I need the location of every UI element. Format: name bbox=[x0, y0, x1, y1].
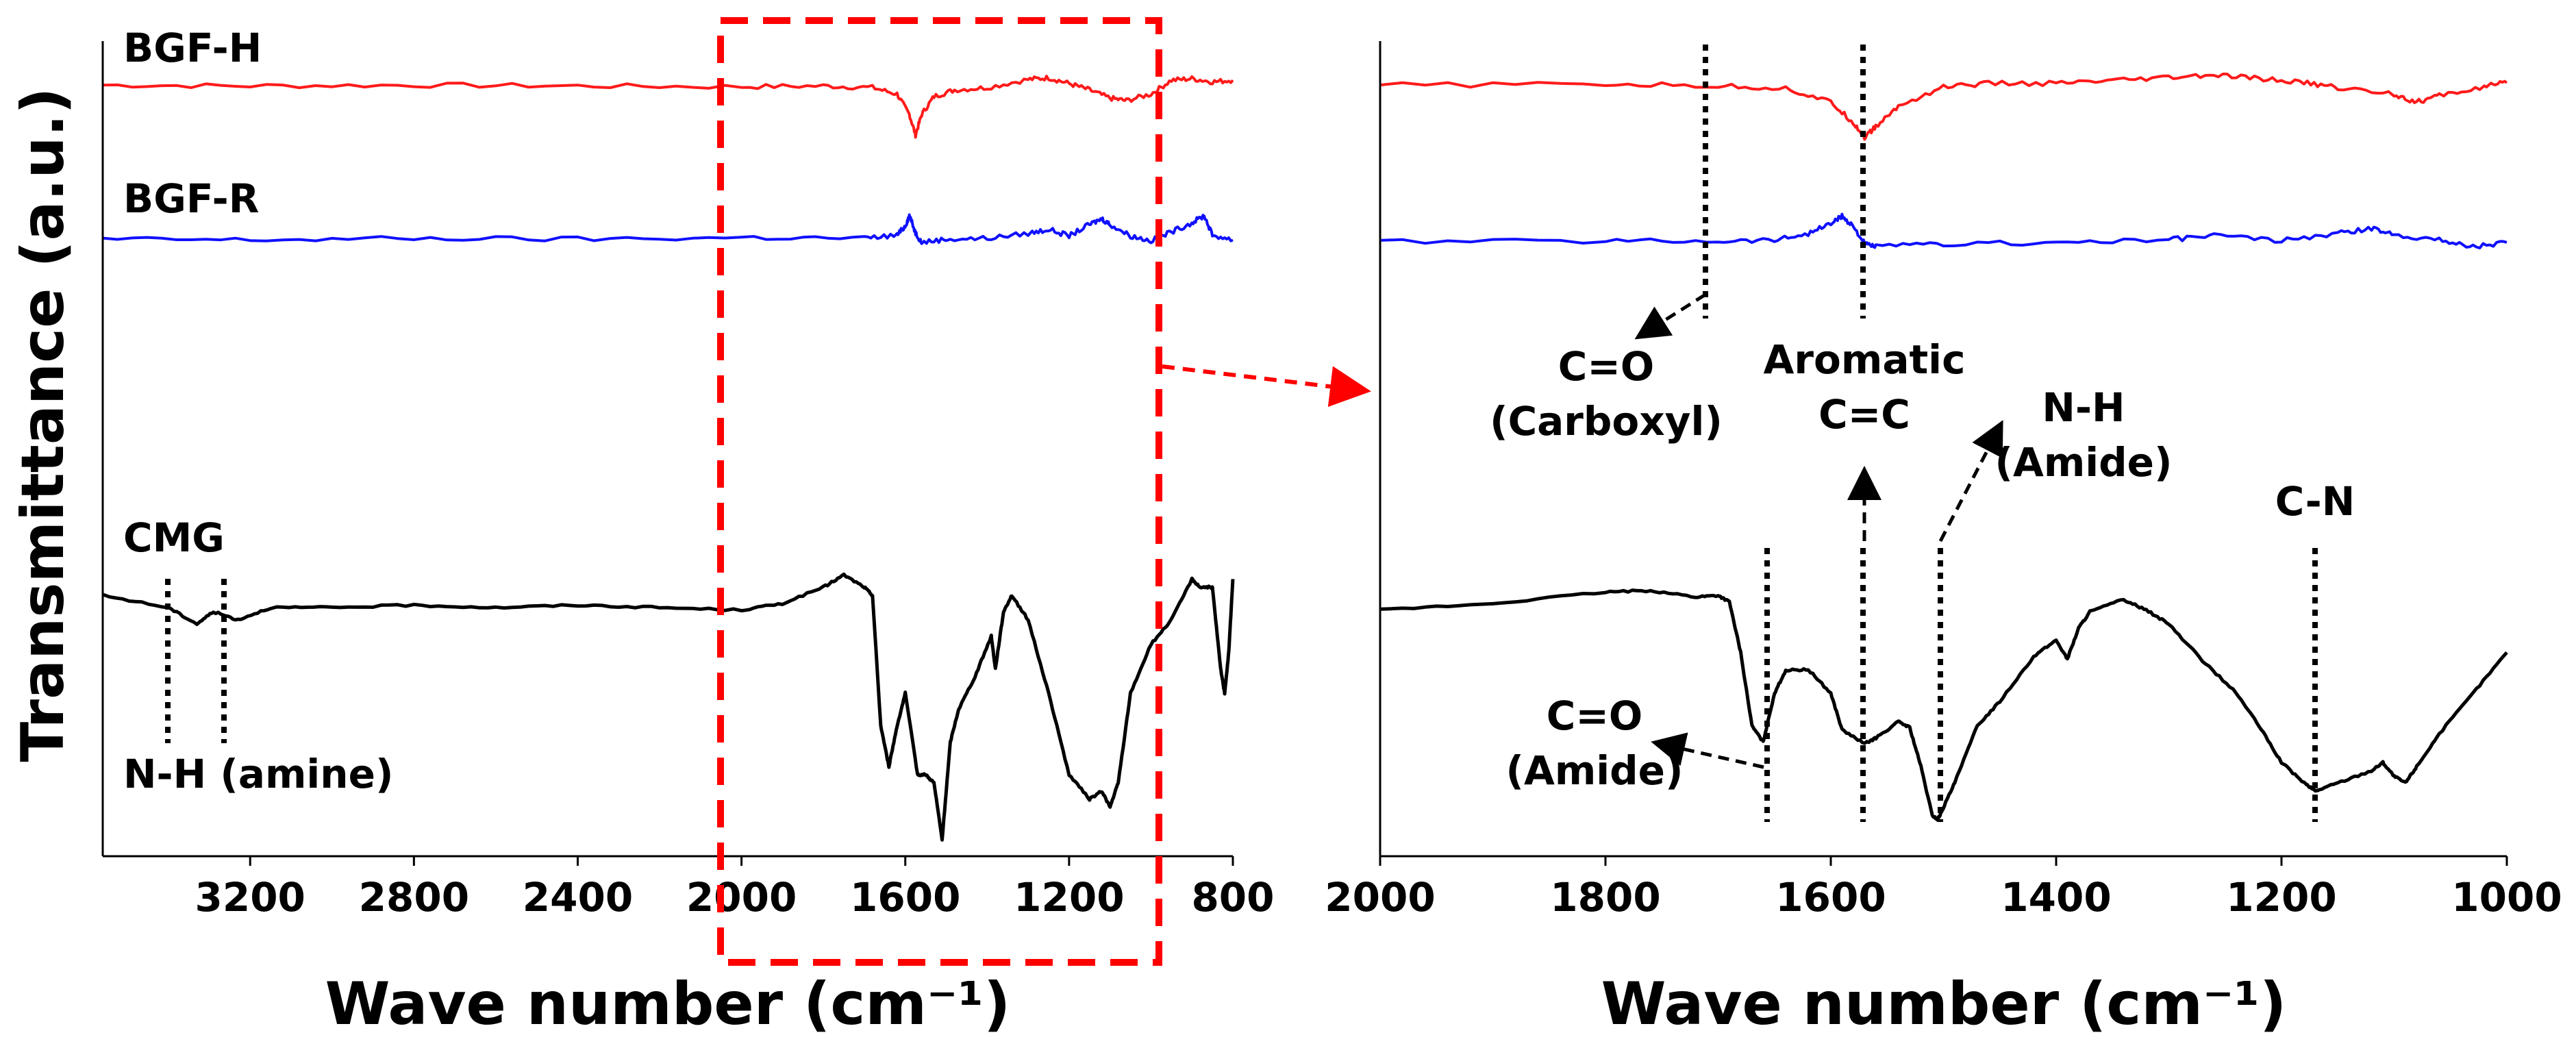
highlight-region-box bbox=[717, 17, 1162, 966]
annotation-nh-amide-1: N-H bbox=[2042, 384, 2125, 431]
right-x-tick-label: 1000 bbox=[2451, 874, 2562, 921]
right-series-cmg bbox=[1379, 588, 2508, 822]
left-series-bgf-h bbox=[102, 75, 1234, 139]
right-x-axis-title: Wave number (cm⁻¹) bbox=[1601, 970, 2287, 1038]
zoom-connector-arrow bbox=[1162, 364, 1371, 408]
left-x-tick-label: 2000 bbox=[686, 874, 797, 921]
right-panel: 2000 1800 1600 1400 1200 1000 C=O (Carboxyl) … bbox=[1325, 41, 2562, 1038]
left-x-axis-title: Wave number (cm⁻¹) bbox=[325, 970, 1011, 1038]
label-bgf-h: BGF-H bbox=[123, 25, 262, 71]
annotation-co-amide-2: (Amide) bbox=[1505, 747, 1683, 794]
right-series-bgf-h bbox=[1379, 73, 2508, 141]
y-axis-title: Transmittance (a.u.) bbox=[9, 87, 77, 762]
left-x-tick-label: 2800 bbox=[359, 874, 469, 921]
label-cmg: CMG bbox=[123, 514, 225, 561]
right-x-ticks: 2000 1800 1600 1400 1200 1000 bbox=[1325, 856, 2562, 921]
annotation-nh-amide-2: (Amide) bbox=[1994, 439, 2172, 486]
label-bgf-r: BGF-R bbox=[123, 175, 259, 222]
annotation-aromatic-2: C=C bbox=[1818, 391, 1910, 438]
left-x-tick-label: 2400 bbox=[523, 874, 633, 921]
left-panel: 3200 2800 2400 2000 1600 1200 800 BGF-H BGF-R … bbox=[9, 17, 1275, 1038]
annotation-co-carboxyl-2: (Carboxyl) bbox=[1490, 398, 1723, 445]
right-x-tick-label: 2000 bbox=[1325, 874, 1435, 921]
right-series-bgf-r bbox=[1379, 212, 2508, 250]
right-x-tick-label: 1800 bbox=[1550, 874, 1660, 921]
right-series-group bbox=[1379, 73, 2508, 822]
left-series-cmg bbox=[102, 572, 1235, 842]
annotation-cn: C-N bbox=[2275, 478, 2355, 525]
left-x-tick-label: 800 bbox=[1191, 874, 1274, 921]
label-nh-amine: N-H (amine) bbox=[123, 751, 393, 797]
left-x-ticks: 3200 2800 2400 2000 1600 1200 800 bbox=[195, 856, 1275, 921]
left-series-group bbox=[102, 75, 1235, 842]
annotation-co-amide-1: C=O bbox=[1547, 693, 1642, 739]
left-x-tick-label: 1600 bbox=[850, 874, 960, 921]
co-amide-arrow bbox=[1651, 732, 1764, 769]
left-x-tick-label: 1200 bbox=[1014, 874, 1124, 921]
nh-amide-arrow bbox=[1938, 420, 2003, 542]
right-x-tick-label: 1400 bbox=[2001, 874, 2111, 921]
co-carboxyl-arrow bbox=[1634, 292, 1707, 340]
annotation-aromatic-1: Aromatic bbox=[1764, 336, 1966, 383]
annotation-co-carboxyl-1: C=O bbox=[1558, 343, 1654, 390]
left-series-bgf-r bbox=[102, 213, 1234, 245]
right-x-tick-label: 1600 bbox=[1775, 874, 1886, 921]
left-x-tick-label: 3200 bbox=[195, 874, 305, 921]
right-x-tick-label: 1200 bbox=[2226, 874, 2336, 921]
